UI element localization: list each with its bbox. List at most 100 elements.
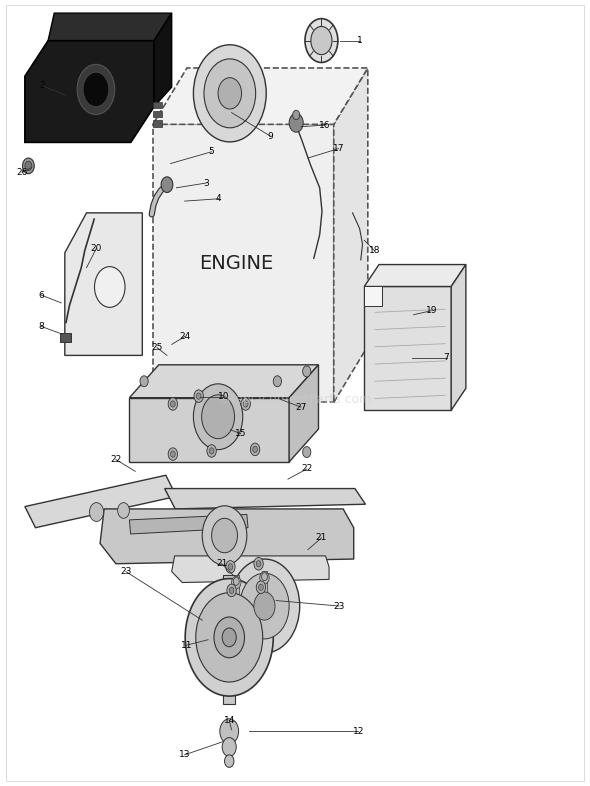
Circle shape (22, 158, 34, 174)
Circle shape (25, 161, 32, 171)
Circle shape (196, 593, 263, 682)
Circle shape (273, 376, 281, 387)
Circle shape (117, 503, 129, 518)
Text: 22: 22 (110, 455, 122, 464)
Polygon shape (65, 213, 142, 355)
Text: 14: 14 (224, 716, 235, 725)
Circle shape (196, 393, 201, 399)
Bar (60, 332, 71, 342)
Circle shape (194, 384, 242, 450)
Circle shape (140, 376, 148, 387)
Circle shape (77, 64, 114, 115)
Circle shape (214, 617, 244, 658)
Circle shape (254, 592, 275, 620)
Polygon shape (129, 365, 319, 398)
Polygon shape (172, 556, 329, 582)
Circle shape (243, 401, 248, 407)
Text: 7: 7 (444, 353, 450, 362)
Circle shape (218, 78, 241, 109)
Circle shape (90, 503, 104, 521)
Circle shape (202, 505, 247, 565)
Text: 9: 9 (267, 131, 273, 141)
Text: 21: 21 (216, 560, 227, 568)
Circle shape (171, 401, 175, 407)
Bar (234, 575, 238, 599)
Circle shape (227, 584, 236, 597)
Circle shape (226, 560, 235, 573)
Circle shape (94, 266, 125, 307)
Circle shape (220, 719, 238, 744)
Polygon shape (25, 476, 176, 527)
Text: 25: 25 (151, 343, 163, 352)
Circle shape (258, 584, 263, 590)
Text: 18: 18 (369, 246, 380, 255)
Circle shape (194, 45, 266, 142)
Polygon shape (25, 41, 154, 142)
Polygon shape (154, 13, 172, 107)
Circle shape (202, 395, 234, 439)
Bar (262, 571, 267, 594)
Text: 11: 11 (181, 641, 192, 650)
Circle shape (209, 448, 214, 454)
Circle shape (194, 390, 204, 402)
Bar (153, 101, 162, 108)
Circle shape (232, 576, 241, 589)
Text: 22: 22 (301, 465, 312, 473)
Polygon shape (129, 514, 248, 534)
Circle shape (207, 445, 217, 457)
Text: 16: 16 (319, 120, 330, 130)
Circle shape (261, 573, 267, 581)
Text: 19: 19 (425, 307, 437, 315)
Circle shape (260, 571, 269, 584)
Polygon shape (364, 265, 466, 286)
Circle shape (303, 446, 311, 457)
Polygon shape (153, 124, 334, 402)
Circle shape (256, 581, 266, 593)
Polygon shape (165, 489, 365, 509)
Circle shape (253, 446, 257, 453)
Text: ENGINE: ENGINE (199, 254, 273, 273)
Text: 23: 23 (333, 601, 345, 611)
Circle shape (212, 518, 237, 553)
Text: 15: 15 (235, 429, 247, 439)
Polygon shape (451, 265, 466, 410)
Circle shape (293, 110, 300, 119)
Text: 8: 8 (38, 322, 44, 331)
Polygon shape (289, 365, 319, 462)
Bar (153, 111, 162, 117)
Text: 6: 6 (38, 291, 44, 299)
Circle shape (168, 398, 178, 410)
Circle shape (83, 72, 109, 107)
Circle shape (222, 737, 236, 756)
Circle shape (305, 19, 338, 62)
Text: 27: 27 (295, 402, 307, 412)
Bar (153, 120, 162, 127)
Text: 23: 23 (120, 567, 132, 576)
Circle shape (185, 578, 273, 696)
Text: 12: 12 (353, 727, 364, 736)
Circle shape (303, 366, 311, 376)
Circle shape (256, 560, 261, 567)
Circle shape (225, 755, 234, 767)
Polygon shape (100, 509, 354, 564)
Circle shape (233, 578, 239, 586)
Circle shape (241, 398, 250, 410)
Polygon shape (364, 286, 451, 410)
Circle shape (254, 557, 263, 570)
Circle shape (161, 177, 173, 193)
Circle shape (204, 59, 255, 128)
Circle shape (171, 451, 175, 457)
Text: 2: 2 (40, 82, 45, 90)
Text: 26: 26 (17, 167, 28, 177)
Text: 1: 1 (357, 36, 362, 45)
Text: 17: 17 (333, 144, 344, 153)
Polygon shape (364, 286, 382, 306)
Polygon shape (153, 68, 368, 124)
Polygon shape (48, 13, 172, 41)
Circle shape (289, 113, 303, 132)
Bar (224, 575, 235, 704)
Circle shape (240, 573, 289, 639)
Circle shape (168, 448, 178, 461)
Text: 21: 21 (316, 534, 327, 542)
Circle shape (228, 564, 232, 570)
